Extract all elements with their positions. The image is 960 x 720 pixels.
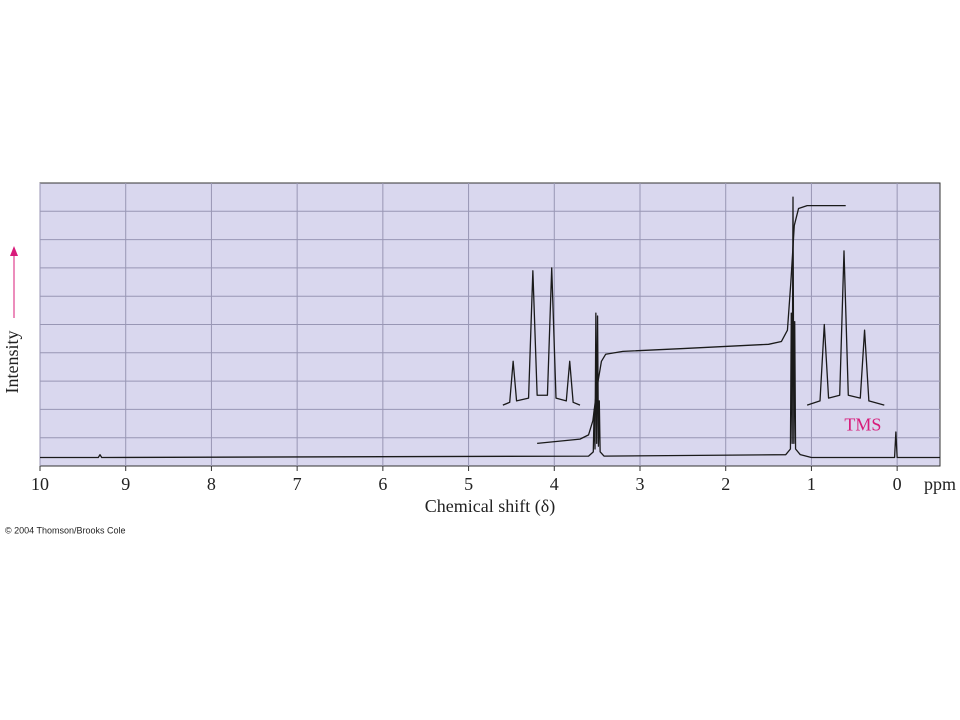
x-tick-label: 3: [636, 474, 645, 494]
x-axis-unit: ppm: [924, 474, 956, 494]
x-tick-label: 10: [31, 474, 49, 494]
x-tick-label: 4: [550, 474, 559, 494]
x-tick-label: 5: [464, 474, 473, 494]
x-tick-label: 8: [207, 474, 216, 494]
annotation: TMS: [844, 415, 881, 435]
x-axis-label: Chemical shift (δ): [425, 496, 555, 517]
spectrum-line: [502, 267, 581, 406]
x-tick-label: 0: [893, 474, 902, 494]
x-tick-label: 9: [121, 474, 130, 494]
x-tick-label: 7: [293, 474, 302, 494]
credit: © 2004 Thomson/Brooks Cole: [5, 525, 126, 535]
spectrum-line: [537, 204, 846, 445]
y-axis-arrowhead: [10, 246, 18, 256]
x-tick-label: 1: [807, 474, 816, 494]
spectrum-line: [806, 250, 885, 406]
spectrum-line: [40, 196, 940, 459]
y-axis-label: Intensity: [2, 331, 22, 394]
x-tick-label: 6: [378, 474, 387, 494]
x-tick-label: 2: [721, 474, 730, 494]
